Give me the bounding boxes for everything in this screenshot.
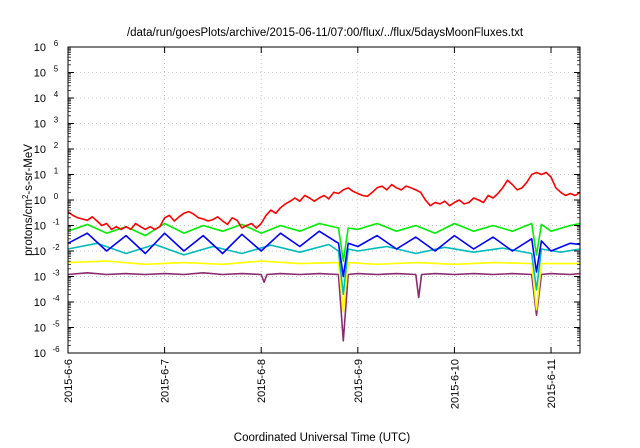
- series-line: [67, 260, 580, 313]
- y-tick-base: 10: [34, 170, 46, 182]
- y-axis-label-before: protons/cm: [23, 199, 35, 256]
- y-tick-label: 10: [34, 144, 46, 156]
- y-tick-base: 10: [34, 93, 46, 105]
- grid-lines: [68, 47, 580, 353]
- y-tick-label: 10: [34, 42, 46, 54]
- y-tick-exponent: -4: [52, 294, 60, 303]
- y-tick-exponent: 4: [54, 90, 59, 99]
- x-tick-label: 2015-6-10: [449, 359, 461, 409]
- x-tick-label: 2015-6-9: [353, 359, 365, 403]
- y-tick-exponent: 5: [54, 65, 59, 74]
- y-tick-base: 10: [34, 144, 46, 156]
- y-tick-label: 10: [34, 195, 46, 207]
- y-tick-label: 10: [34, 68, 46, 80]
- y-tick-base: 10: [34, 297, 46, 309]
- y-tick-base: 10: [34, 195, 46, 207]
- y-tick-base: 10: [34, 323, 46, 335]
- y-tick-exponent: -1: [52, 218, 60, 227]
- y-tick-label: 10: [34, 348, 46, 360]
- y-tick-exponent: -6: [52, 345, 60, 354]
- y-tick-base: 10: [34, 68, 46, 80]
- y-tick-base: 10: [34, 246, 46, 258]
- y-tick-label: 10: [34, 93, 46, 105]
- series-line: [67, 242, 581, 296]
- y-tick-exponent: -5: [52, 320, 60, 329]
- x-axis: 2015-6-6 2015-6-7 2015-6-8 2015-6-9 2015-6-1…: [63, 47, 558, 409]
- y-axis-label-after: -s-sr-MeV: [23, 144, 35, 195]
- series-line: [67, 171, 581, 231]
- chart-title: /data/run/goesPlots/archive/2015-06-11/0…: [127, 27, 524, 39]
- y-tick-exponent: -2: [52, 243, 60, 252]
- x-tick-label: 2015-6-8: [256, 359, 268, 403]
- y-tick-label: 10: [34, 297, 46, 309]
- y-tick-base: 10: [34, 221, 46, 233]
- y-tick-exponent: -3: [52, 269, 60, 278]
- y-axis-label: protons/cm2-s-sr-MeV: [21, 144, 35, 256]
- series-line: [67, 222, 581, 262]
- y-tick-exponent: 2: [54, 141, 59, 150]
- series-line: [67, 230, 581, 278]
- y-tick-exponent: 3: [54, 116, 59, 125]
- series-line: [67, 271, 581, 342]
- y-tick-label: 10: [34, 221, 46, 233]
- y-tick-base: 10: [34, 119, 46, 131]
- y-tick-label: 10: [34, 246, 46, 258]
- x-tick-label: 2015-6-11: [546, 359, 558, 408]
- y-tick-label: 10: [34, 119, 46, 131]
- x-tick-label: 2015-6-7: [160, 359, 172, 403]
- y-axis: 10 -610 -510 -410 -310 -210 -110 010 110 210 310 41…: [34, 39, 580, 360]
- x-axis-label: Coordinated Universal Time (UTC): [234, 432, 411, 444]
- y-tick-exponent: 1: [54, 167, 59, 176]
- y-tick-label: 10: [34, 323, 46, 335]
- y-tick-exponent: 6: [54, 39, 59, 48]
- y-tick-label: 10: [34, 272, 46, 284]
- y-tick-exponent: 0: [54, 192, 59, 201]
- y-tick-base: 10: [34, 348, 46, 360]
- y-axis-label-sup: 2: [21, 194, 30, 199]
- x-tick-label: 2015-6-6: [63, 359, 75, 403]
- series-layer: [67, 171, 581, 342]
- y-tick-base: 10: [34, 272, 46, 284]
- y-tick-base: 10: [34, 42, 46, 54]
- y-tick-label: 10: [34, 170, 46, 182]
